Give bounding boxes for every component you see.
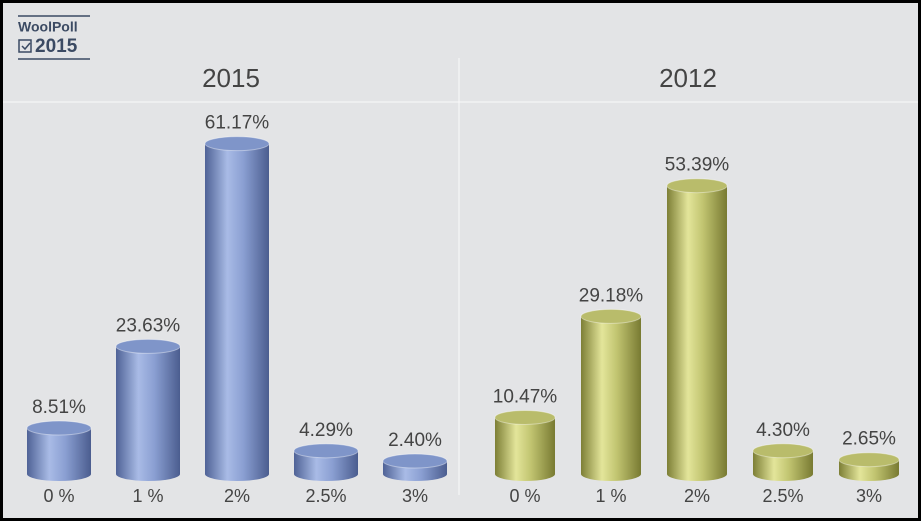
x-tick-label: 2.5%	[762, 486, 803, 506]
value-label: 8.51%	[32, 397, 86, 418]
bar	[667, 185, 727, 474]
value-label: 29.18%	[579, 285, 644, 306]
bar	[205, 143, 269, 474]
bar-top	[666, 178, 728, 194]
value-label: 2.40%	[388, 430, 442, 451]
bar-top	[580, 308, 642, 324]
x-tick-label: 3%	[856, 486, 882, 506]
x-tick-label: 2%	[684, 486, 710, 506]
value-label: 10.47%	[493, 386, 558, 407]
value-label: 53.39%	[665, 155, 730, 176]
bar	[27, 428, 91, 474]
bar-top	[26, 420, 92, 436]
bar-top	[494, 409, 556, 425]
value-label: 23.63%	[116, 315, 181, 336]
value-label: 2.65%	[842, 429, 896, 450]
bar	[581, 316, 641, 474]
logo-name: WoolPoll	[18, 19, 78, 35]
x-tick-label: 2%	[224, 486, 250, 506]
value-label: 61.17%	[205, 113, 270, 134]
x-tick-label: 1 %	[595, 486, 626, 506]
bar-top	[115, 338, 181, 354]
bar-top	[293, 443, 359, 459]
panel-title: 2015	[202, 63, 260, 93]
bar-top	[382, 453, 448, 469]
bar-top	[752, 443, 814, 459]
bar-top	[204, 136, 270, 152]
x-tick-label: 0 %	[509, 486, 540, 506]
x-tick-label: 0 %	[43, 486, 74, 506]
panel-title: 2012	[659, 63, 717, 93]
logo-check-box	[18, 39, 32, 53]
value-label: 4.29%	[299, 420, 353, 441]
bar	[495, 417, 555, 474]
logo-check	[21, 42, 31, 51]
x-tick-label: 3%	[402, 486, 428, 506]
bar-top	[838, 452, 900, 468]
x-tick-label: 1 %	[132, 486, 163, 506]
bar	[116, 346, 180, 474]
x-tick-label: 2.5%	[305, 486, 346, 506]
value-label: 4.30%	[756, 420, 810, 441]
logo-year: 2015	[35, 36, 78, 57]
